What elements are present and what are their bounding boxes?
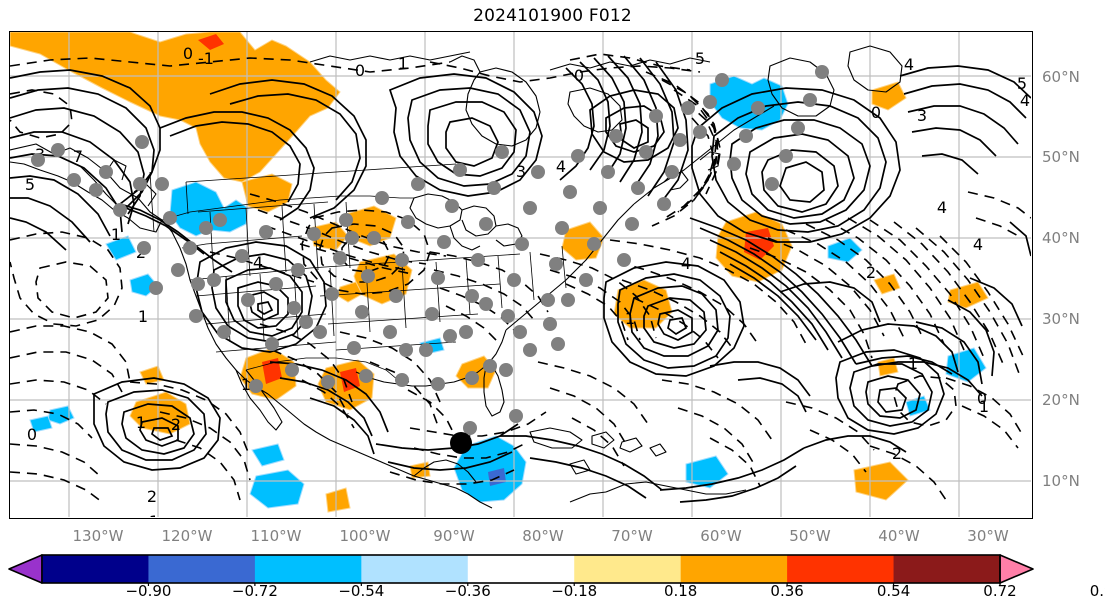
contour-label: 1 [136, 413, 146, 432]
highlighted-storm-marker[interactable] [450, 432, 472, 454]
contour-label: -1 [198, 49, 214, 68]
lat-label-40n: 40°N [1042, 229, 1080, 247]
contour-label: 3 [917, 106, 927, 125]
contour-label: 4 [253, 253, 263, 272]
colorbar-tick-label: 0.54 [876, 582, 911, 600]
anomaly-patch-caribbean [453, 435, 527, 503]
contour-label: 2 [147, 487, 157, 506]
colorbar-band [148, 555, 256, 583]
colorbar-tick-label: −0.18 [551, 582, 598, 600]
lat-label-60n: 60°N [1042, 68, 1080, 86]
anomaly-patch-pacific-orange-2 [139, 365, 165, 385]
lon-label-80w: 80°W [522, 527, 564, 545]
contour-label: 3 [516, 162, 526, 181]
lon-label-50w: 50°W [789, 527, 831, 545]
lat-label-30n: 30°N [1042, 310, 1080, 328]
colorbar-extend-min [8, 554, 43, 584]
contour-label: 1 [625, 309, 635, 328]
anomaly-patch-e-atlantic [873, 273, 901, 295]
contour-label: 0 [355, 61, 365, 80]
contour-label: 4 [973, 235, 983, 254]
contour-label: 0 [27, 425, 37, 444]
contour-label: 5 [695, 49, 705, 68]
colorbar-tick-label: −0.90 [125, 582, 172, 600]
colorbar-band [254, 555, 362, 583]
lat-label-20n: 20°N [1042, 391, 1080, 409]
colorbar-swatches [8, 554, 1034, 586]
colorbar-tick-label: −0.72 [231, 582, 278, 600]
colorbar-band [787, 555, 895, 583]
lat-label-50n: 50°N [1042, 148, 1080, 166]
contour-label: 0 [977, 389, 987, 408]
colorbar-tick-label: 0.72 [983, 582, 1017, 600]
anomaly-patch-alaska [10, 32, 341, 183]
lon-label-90w: 90°W [433, 527, 475, 545]
anomaly-patch-ne-atlantic-cyan [827, 237, 863, 263]
lon-label-110w: 110°W [250, 527, 302, 545]
map-canvas: 0-10105454303447351244411121201102012 [10, 32, 1031, 517]
contour-label: 1 [398, 54, 408, 73]
colorbar-band [361, 555, 469, 583]
colorbar-band [680, 555, 788, 583]
lon-label-120w: 120°W [161, 527, 213, 545]
anomaly-patch-pacific-orange-3 [325, 487, 351, 513]
contour-label: 1 [149, 512, 159, 517]
anomaly-patch-epacific-cyan [249, 469, 305, 509]
contour-label: 2 [892, 444, 902, 463]
contour-label: 0 [574, 66, 584, 85]
lon-label-30w: 30°W [967, 527, 1009, 545]
anomaly-patch-atlantic-cyan-se2 [905, 395, 931, 417]
contour-label: 4 [937, 198, 947, 217]
colorbar-extend-max [999, 554, 1034, 584]
contour-label: 0 [871, 103, 881, 122]
colorbar-band [467, 555, 575, 583]
anomaly-patch-pacific-small-cyan [29, 415, 53, 433]
map-panel[interactable]: 0-10105454303447351244411121201102012 [9, 31, 1033, 519]
contour-label: 0 [183, 44, 193, 63]
colorbar-tick-label: −0.54 [338, 582, 385, 600]
station-markers-layer [31, 65, 829, 435]
contour-label: 5 [25, 175, 35, 194]
colorbar-tick-label: 0.36 [770, 582, 804, 600]
colorbar-band [893, 555, 1001, 583]
contour-label: 4 [904, 55, 914, 74]
anomaly-patch-labrador [709, 75, 789, 131]
lon-label-130w: 130°W [72, 527, 124, 545]
contour-label: 5 [1017, 74, 1027, 93]
contour-label: 4 [1020, 91, 1030, 110]
contour-label: 4 [556, 157, 566, 176]
anomaly-patch-pacnw [169, 181, 249, 237]
lon-label-70w: 70°W [611, 527, 653, 545]
anomaly-patch-greenland [871, 81, 907, 111]
anomaly-patch-atl-small [877, 357, 899, 377]
anomaly-patch-alaska-core [198, 34, 224, 50]
contour-label: 7 [73, 147, 83, 166]
chart-title: 2024101900 F012 [473, 6, 632, 26]
lat-label-10n: 10°N [1042, 472, 1080, 490]
lon-label-100w: 100°W [339, 527, 391, 545]
contour-label: 1 [908, 354, 918, 373]
colorbar-band [574, 555, 682, 583]
colorbar-tick-label: 0.90 [1089, 582, 1105, 600]
contour-label: 1 [111, 225, 121, 244]
colorbar-tick-label: −0.36 [444, 582, 491, 600]
colorbar-band [42, 555, 149, 583]
solid-contours-layer [10, 55, 1031, 503]
contour-label: 1 [979, 397, 989, 416]
lon-label-60w: 60°W [700, 527, 742, 545]
anomaly-patch-pacific-small-cyan2 [105, 235, 137, 261]
colorbar-outline [41, 554, 1001, 584]
contour-label: 1 [241, 375, 251, 394]
contour-label: 2 [866, 263, 876, 282]
colorbar-tick-label: 0.18 [663, 582, 698, 600]
lon-label-40w: 40°W [878, 527, 920, 545]
colorbar[interactable]: −0.90 −0.72 −0.54 −0.36 −0.18 0.18 0.36 0.54 0.7… [0, 552, 1105, 612]
dashed-contours-layer [10, 53, 1031, 503]
anomaly-patch-pacific-cyan-2 [251, 443, 285, 467]
contour-label: 2 [171, 415, 181, 434]
anomaly-patch-pacific-orange [129, 391, 191, 435]
contour-label: 1 [138, 307, 148, 326]
contour-label: 4 [681, 254, 691, 273]
